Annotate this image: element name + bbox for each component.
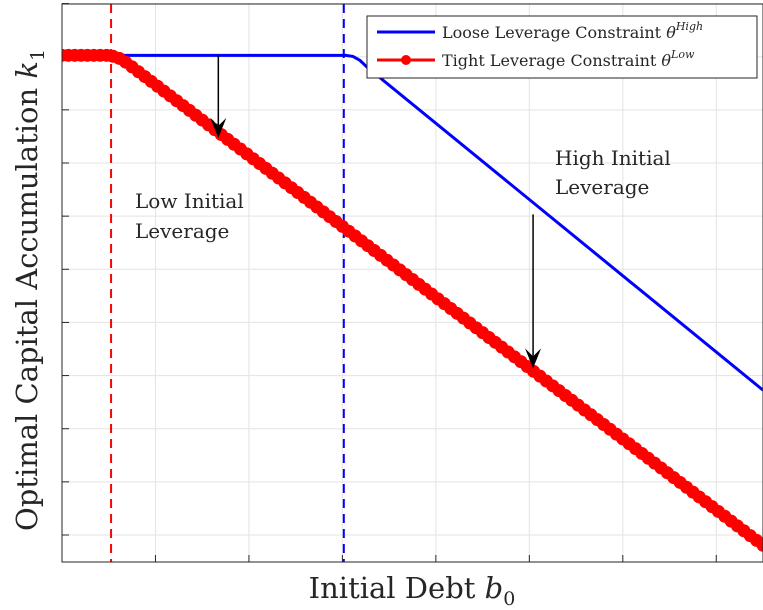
y-axis-label: Optimal Capital Accumulation k1 [10, 49, 49, 531]
legend: Loose Leverage Constraint θHigh Tight Le… [366, 15, 758, 79]
annotation-high-line-1: High Initial [555, 146, 671, 170]
annotation-low-leverage: Low Initial Leverage [135, 189, 250, 243]
plot-frame [61, 3, 763, 563]
axis-ticks [62, 3, 717, 562]
annotation-low-line-2: Leverage [135, 219, 229, 243]
arrow-head [210, 117, 227, 138]
series-line-loose [62, 53, 763, 392]
series-layer [62, 48, 763, 552]
annotation-arrow [210, 55, 227, 138]
legend-label-tight: Tight Leverage Constraint θLow [442, 48, 695, 70]
arrows [210, 55, 542, 369]
arrow-head [525, 348, 542, 369]
legend-box [366, 15, 758, 79]
annotation-arrow [525, 214, 542, 369]
data-point-tight [756, 538, 763, 552]
legend-label-loose: Loose Leverage Constraint θHigh [442, 20, 703, 42]
legend-marker-tight [401, 55, 411, 65]
x-axis-label: Initial Debt b0 [309, 571, 516, 610]
annotation-low-line-1: Low Initial [135, 189, 244, 213]
annotation-high-line-2: Leverage [555, 175, 649, 199]
annotation-high-leverage: High Initial Leverage [555, 146, 677, 199]
reference-lines [110, 4, 345, 562]
